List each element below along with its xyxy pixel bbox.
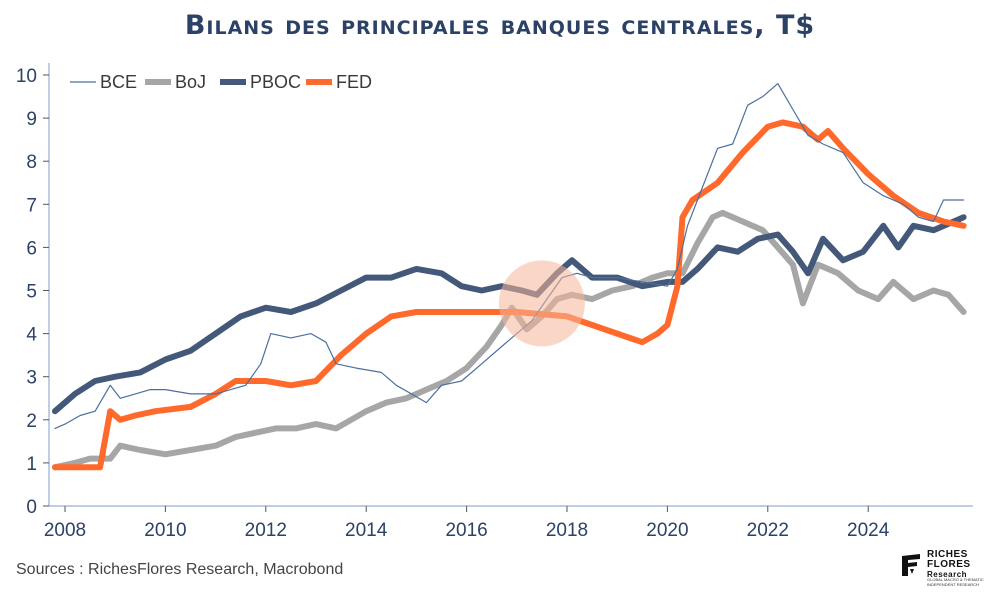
chart-title: Bilans des principales banques centrales… — [184, 10, 816, 41]
x-tick-label: 2020 — [646, 520, 688, 541]
y-tick-label: 1 — [26, 454, 37, 475]
logo-tagline2: INDEPENDENT RESEARCH — [927, 582, 979, 587]
x-tick-label: 2008 — [44, 520, 86, 541]
logo-line2: FLORES — [927, 559, 971, 570]
y-tick-label: 0 — [26, 497, 37, 518]
x-tick-label: 2012 — [245, 520, 287, 541]
series-line-fed — [52, 119, 967, 471]
y-tick-label: 3 — [26, 368, 37, 389]
x-tick-label: 2014 — [345, 520, 388, 541]
highlight-circle — [498, 260, 585, 347]
x-tick-label: 2022 — [747, 520, 789, 541]
y-tick-label: 5 — [26, 282, 37, 303]
logo-tagline1: GLOBAL MACRO & THEMATIC — [927, 577, 984, 582]
x-tick-label: 2016 — [445, 520, 487, 541]
y-tick-label: 10 — [16, 66, 37, 87]
legend-label-boj: BoJ — [175, 72, 206, 92]
x-tick-label: 2024 — [847, 520, 890, 541]
legend-label-fed: FED — [336, 72, 372, 92]
y-tick-label: 9 — [26, 109, 37, 130]
y-tick-label: 4 — [26, 325, 37, 346]
y-tick-label: 7 — [26, 195, 37, 216]
legend-label-pboc: PBOC — [250, 72, 301, 92]
series-line-bce — [54, 83, 965, 429]
logo-line1: RICHES — [927, 549, 968, 560]
legend-label-bce: BCE — [100, 72, 137, 92]
x-tick-label: 2010 — [144, 520, 186, 541]
source-note: Sources : RichesFlores Research, Macrobo… — [16, 561, 344, 578]
y-tick-label: 2 — [26, 411, 37, 432]
x-tick-label: 2018 — [546, 520, 588, 541]
logo-line3: Research — [927, 570, 968, 579]
logo-mark-icon — [902, 554, 920, 576]
y-tick-label: 8 — [26, 152, 37, 173]
y-tick-label: 6 — [26, 238, 37, 259]
riches-flores-logo: RICHES FLORES Research GLOBAL MACRO & TH… — [900, 550, 995, 590]
